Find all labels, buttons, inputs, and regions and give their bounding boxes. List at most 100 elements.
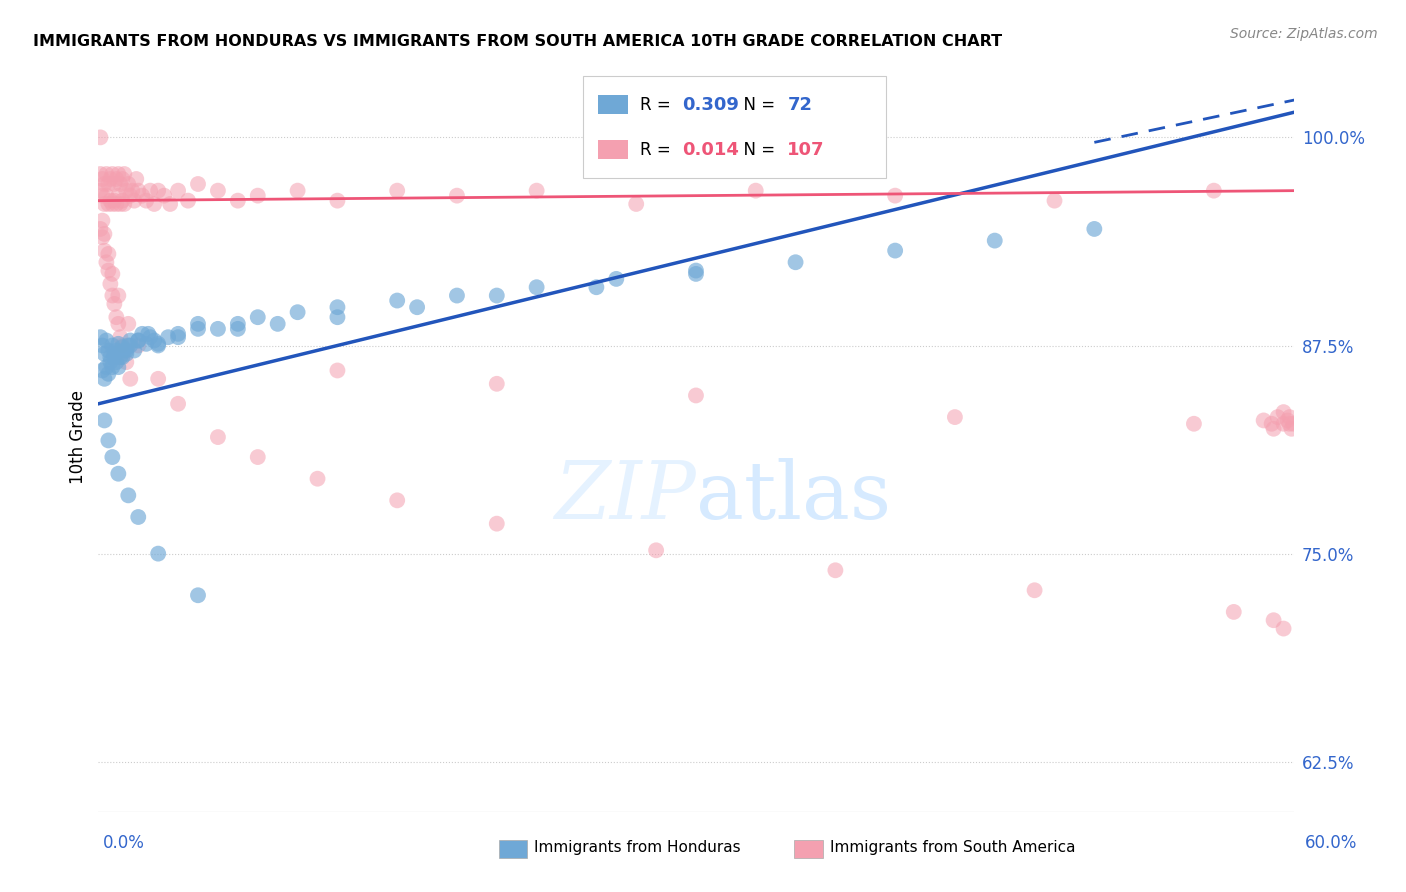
Point [101, 288, 124, 302]
Point [406, 300, 429, 314]
Point [135, 336, 157, 351]
Point [159, 197, 181, 211]
Point [1282, 417, 1305, 431]
Point [120, 372, 142, 386]
Point [91, 338, 114, 352]
Point [984, 234, 1007, 248]
Point [685, 388, 707, 402]
Point [89, 330, 111, 344]
Point [110, 197, 132, 211]
Point [89, 184, 111, 198]
Point [485, 516, 508, 531]
Point [148, 336, 170, 351]
Point [125, 172, 148, 186]
Point [124, 194, 146, 208]
Point [148, 547, 170, 561]
Point [1272, 622, 1295, 636]
Point [226, 194, 249, 208]
Point [187, 322, 209, 336]
Point [1278, 417, 1301, 431]
Text: 72: 72 [787, 95, 813, 113]
Point [326, 194, 349, 208]
Point [1202, 184, 1225, 198]
Point [103, 194, 125, 208]
Point [93, 244, 115, 258]
Point [89, 167, 111, 181]
Point [127, 338, 149, 352]
Point [117, 177, 139, 191]
Point [103, 350, 125, 364]
Point [1223, 605, 1246, 619]
Point [97, 197, 120, 211]
Point [177, 194, 200, 208]
Point [745, 184, 768, 198]
Point [127, 184, 149, 198]
Point [785, 255, 807, 269]
Point [117, 338, 139, 352]
Point [105, 355, 128, 369]
Point [136, 326, 159, 341]
Point [167, 326, 190, 341]
Point [167, 184, 190, 198]
Point [131, 188, 153, 202]
Point [96, 255, 118, 269]
Point [246, 310, 269, 325]
Point [105, 172, 128, 186]
Point [385, 493, 409, 508]
Point [112, 343, 135, 358]
Point [115, 355, 138, 369]
Point [107, 188, 129, 202]
Point [605, 272, 627, 286]
Text: Immigrants from South America: Immigrants from South America [830, 840, 1076, 855]
Point [110, 350, 132, 364]
Point [1253, 413, 1275, 427]
Text: Immigrants from Honduras: Immigrants from Honduras [534, 840, 741, 855]
Point [385, 293, 409, 308]
Point [226, 322, 249, 336]
Point [127, 334, 149, 348]
Point [117, 317, 139, 331]
Point [101, 167, 124, 181]
Point [111, 340, 134, 354]
Point [645, 543, 668, 558]
Point [153, 188, 176, 202]
Point [96, 167, 118, 181]
Point [685, 267, 707, 281]
Point [101, 360, 124, 375]
Point [98, 350, 122, 364]
Point [117, 488, 139, 502]
Point [115, 347, 138, 361]
Point [187, 588, 209, 602]
Point [96, 188, 118, 202]
Point [115, 184, 138, 198]
Point [91, 230, 114, 244]
Point [98, 355, 122, 369]
Text: R =: R = [640, 95, 676, 113]
Text: IMMIGRANTS FROM HONDURAS VS IMMIGRANTS FROM SOUTH AMERICA 10TH GRADE CORRELATION: IMMIGRANTS FROM HONDURAS VS IMMIGRANTS F… [32, 34, 1002, 49]
Point [1281, 422, 1303, 436]
Point [585, 280, 607, 294]
Point [207, 430, 229, 444]
Point [326, 363, 349, 377]
Point [89, 130, 111, 145]
Y-axis label: 10th Grade: 10th Grade [69, 390, 87, 484]
Point [120, 338, 142, 352]
Point [98, 277, 122, 291]
Point [287, 305, 309, 319]
Point [120, 188, 142, 202]
Point [107, 317, 129, 331]
Point [187, 177, 209, 191]
Point [110, 177, 132, 191]
Point [111, 194, 134, 208]
Point [446, 188, 468, 202]
Point [485, 376, 508, 391]
Point [685, 263, 707, 277]
Point [1083, 222, 1105, 236]
Text: 0.309: 0.309 [682, 95, 738, 113]
Point [139, 330, 162, 344]
Point [187, 317, 209, 331]
Point [307, 472, 329, 486]
Point [91, 172, 114, 186]
Point [96, 334, 118, 348]
Point [105, 343, 128, 358]
